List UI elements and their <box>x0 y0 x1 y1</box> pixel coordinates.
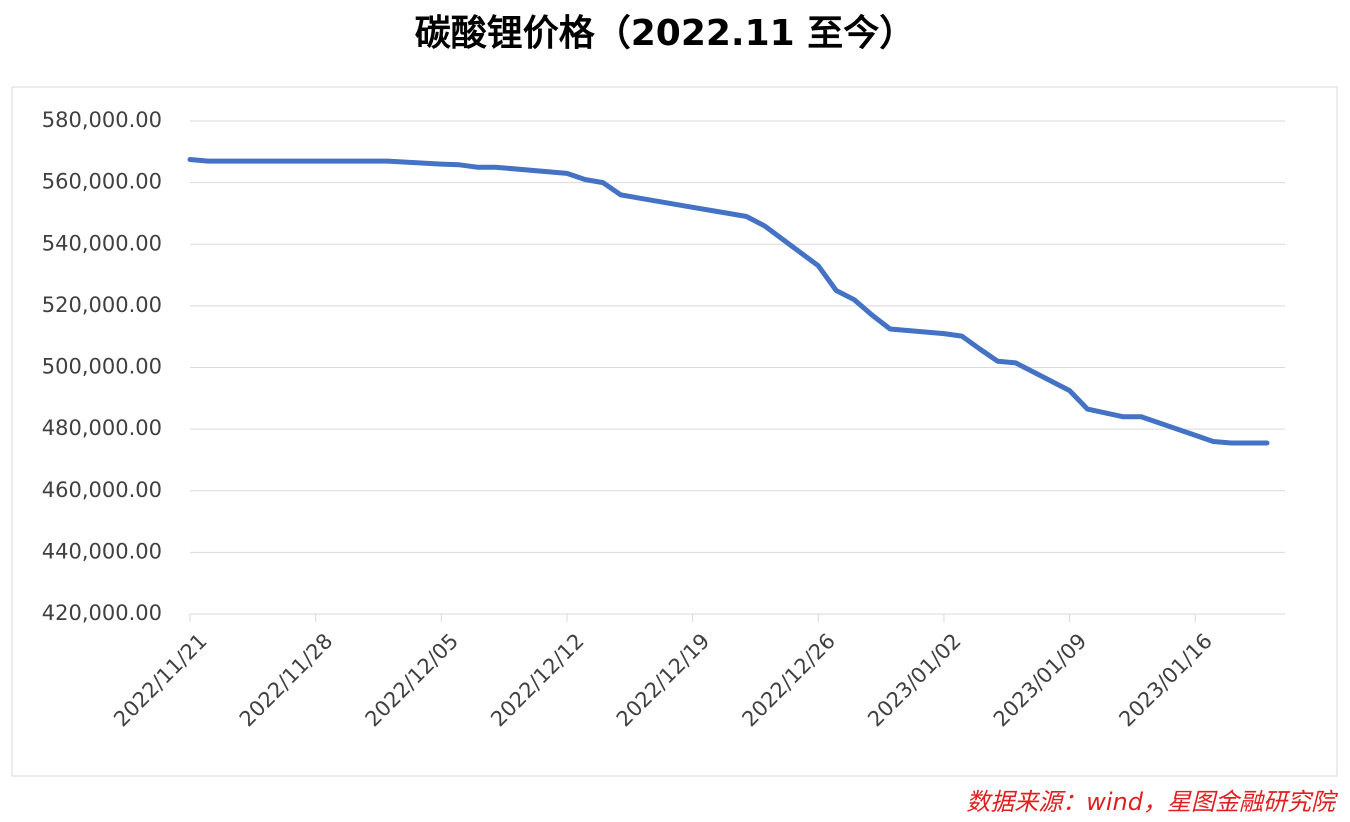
y-tick-label: 420,000.00 <box>42 601 162 625</box>
y-tick-label: 460,000.00 <box>42 478 162 502</box>
y-tick-label: 540,000.00 <box>42 231 162 255</box>
y-tick-label: 440,000.00 <box>42 539 162 563</box>
y-tick-label: 480,000.00 <box>42 416 162 440</box>
y-tick-label: 520,000.00 <box>42 293 162 317</box>
chart-title: 碳酸锂价格（2022.11 至今） <box>415 13 916 54</box>
source-note: 数据来源：wind，星图金融研究院 <box>966 788 1339 816</box>
y-tick-label: 560,000.00 <box>42 170 162 194</box>
data-line <box>187 157 1270 446</box>
y-tick-label: 500,000.00 <box>42 355 162 379</box>
y-tick-label: 580,000.00 <box>42 108 162 132</box>
